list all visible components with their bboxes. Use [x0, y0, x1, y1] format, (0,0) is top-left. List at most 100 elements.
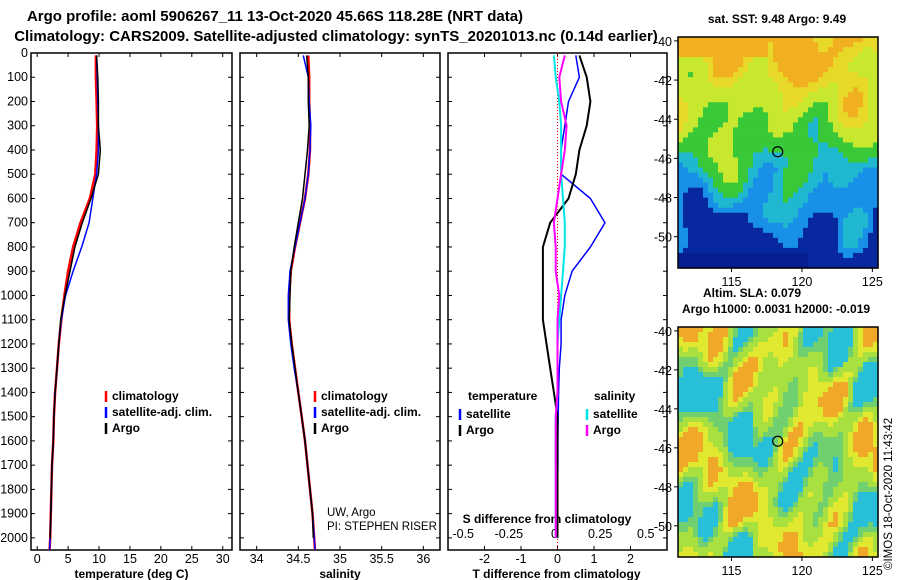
sla_map-cell	[723, 522, 729, 528]
sla_map-cell	[733, 472, 739, 478]
sla_map-cell	[793, 372, 799, 378]
sst_map-cell	[748, 222, 754, 229]
sla_map-cell	[693, 427, 699, 433]
sst_map-cell	[813, 177, 819, 184]
sst_map-cell	[708, 147, 714, 154]
sla_map-cell	[808, 547, 814, 553]
sla_map-cell	[848, 452, 854, 458]
sla_map-cell	[868, 432, 874, 438]
sla_map-cell	[853, 542, 859, 548]
sst_map-cell	[863, 72, 869, 78]
sla_map-cell	[873, 442, 879, 448]
sla_map-cell	[708, 527, 714, 533]
sla_map-cell	[838, 422, 844, 428]
sst_map-cell	[823, 67, 829, 73]
sst_map-cell	[678, 42, 684, 48]
sst_map-cell	[858, 152, 864, 159]
imos-stamp: ©IMOS 18-Oct-2020 11:43:42	[883, 418, 895, 570]
sst_map-cell	[858, 212, 864, 219]
sst_map-cell	[758, 127, 764, 134]
sst_map-cell	[683, 152, 689, 159]
sst_map-cell	[703, 167, 709, 174]
sst_map-cell	[728, 122, 734, 128]
sla_map-cell	[868, 442, 874, 448]
sla_map-cell	[873, 402, 879, 408]
sst_map-cell	[858, 202, 864, 209]
sst_map-cell	[868, 222, 874, 229]
sst_map-cell	[818, 117, 824, 123]
sla_map-cell	[833, 417, 839, 423]
sla_map-cell	[723, 517, 729, 523]
sst_map-cell	[763, 62, 769, 68]
sla_map-cell	[683, 507, 689, 513]
sla_map-cell	[693, 472, 699, 478]
sst_map-cell	[783, 52, 789, 58]
sst_map-cell	[833, 72, 839, 78]
sst_map-cell	[773, 42, 779, 48]
sla_map-cell	[738, 417, 744, 423]
sst_map-cell	[863, 242, 869, 249]
sla_map-cell	[713, 387, 719, 393]
sla_map-cell	[768, 332, 774, 338]
sla_map-cell	[868, 477, 874, 483]
sst_map-cell	[793, 187, 799, 194]
sst_map-cell	[843, 172, 849, 179]
sla_map-cell	[718, 332, 724, 338]
sla_map-cell	[803, 472, 809, 478]
sla_map-cell	[688, 492, 694, 498]
sla_map-cell	[733, 407, 739, 413]
sst_map-cell	[698, 217, 704, 224]
sst_map-cell	[823, 147, 829, 154]
sla_map-cell	[728, 407, 734, 413]
sla_map-cell	[688, 472, 694, 478]
sla_map-cell	[723, 547, 729, 553]
sla_map-cell	[838, 467, 844, 473]
sst_map-cell	[793, 62, 799, 68]
sla_map-cell	[783, 377, 789, 383]
sst_map-cell	[773, 112, 779, 118]
sla_map-cell	[698, 367, 704, 373]
salinity-xtick-label: 34.5	[286, 552, 310, 566]
sst_map-cell	[723, 237, 729, 244]
sst_map-cell	[778, 172, 784, 179]
sst_map-cell	[828, 112, 834, 118]
sst_map-cell	[778, 192, 784, 199]
sst_map-cell	[693, 237, 699, 244]
sla_map-cell	[833, 482, 839, 488]
sst_map-cell	[768, 62, 774, 68]
sla_map-cell	[868, 382, 874, 388]
sst_map-cell	[743, 157, 749, 164]
sla_map-cell	[758, 347, 764, 353]
sst_map-cell	[723, 192, 729, 199]
sst_map-ytick-label: -46	[654, 152, 672, 166]
sst_map-cell	[688, 247, 694, 254]
sla_map-cell	[783, 382, 789, 388]
sla_map-cell	[698, 537, 704, 543]
sla_map-cell	[713, 422, 719, 428]
sst_map-cell	[788, 57, 794, 63]
sla_map-cell	[853, 327, 859, 333]
sla_map-cell	[758, 427, 764, 433]
sst_map-cell	[848, 112, 854, 118]
legend-label: climatology	[321, 389, 388, 403]
sla_map-cell	[758, 362, 764, 368]
sla_map-cell	[733, 517, 739, 523]
sla_map-cell	[793, 547, 799, 553]
sla_map-cell	[873, 342, 879, 348]
sla_map-cell	[698, 447, 704, 453]
sst_map-cell	[703, 227, 709, 234]
sla_map-cell	[868, 542, 874, 548]
sla_map-cell	[863, 327, 869, 333]
sla_map-cell	[698, 387, 704, 393]
sst_map-cell	[813, 57, 819, 63]
sla_map-cell	[848, 487, 854, 493]
sst_map-cell	[713, 117, 719, 123]
sla_map-cell	[723, 412, 729, 418]
sla_map-cell	[843, 362, 849, 368]
sla_map-cell	[768, 477, 774, 483]
sla_map-cell	[703, 332, 709, 338]
sst_map-cell	[778, 162, 784, 169]
sst_map-cell	[723, 187, 729, 194]
sla_map-cell	[843, 467, 849, 473]
sst_map-cell	[803, 102, 809, 108]
